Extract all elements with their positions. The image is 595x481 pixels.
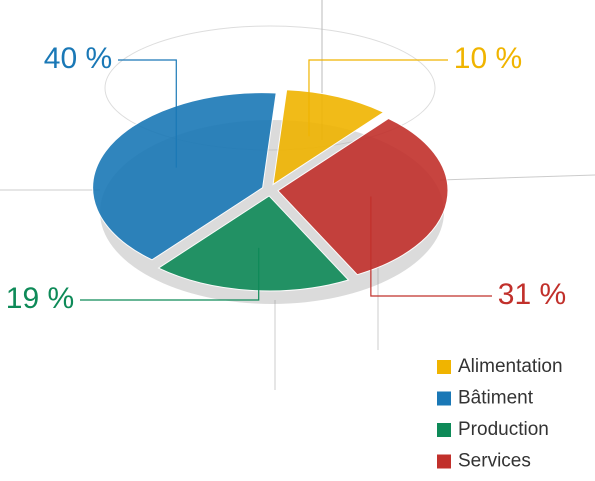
value-label: 31 % [498,278,566,311]
legend-swatch [437,360,451,374]
leader-line [118,59,177,168]
pie-slice [277,117,449,276]
legend-label: Production [458,419,549,440]
legend: Alimentation Bâtiment Production Services [437,356,563,472]
decor-ring [104,25,436,151]
labels: 10 % 31 % 19 % 40 % [6,42,566,315]
legend-swatch [437,391,451,406]
legend-label: Bâtiment [458,388,534,409]
pie-slice [272,89,385,186]
value-label: 40 % [44,42,112,75]
pie-slice [92,92,277,261]
legend-label: Alimentation [458,356,563,377]
leader-line [308,59,448,137]
legend-label: Services [458,451,531,472]
value-label: 19 % [6,282,74,315]
legend-swatch [437,454,451,469]
legend-swatch [437,423,451,437]
pie-slice [157,195,350,292]
leader-line [370,196,492,297]
decor-line [439,174,595,181]
slices [92,89,449,292]
value-label: 10 % [454,42,522,75]
leader-line [80,247,260,301]
